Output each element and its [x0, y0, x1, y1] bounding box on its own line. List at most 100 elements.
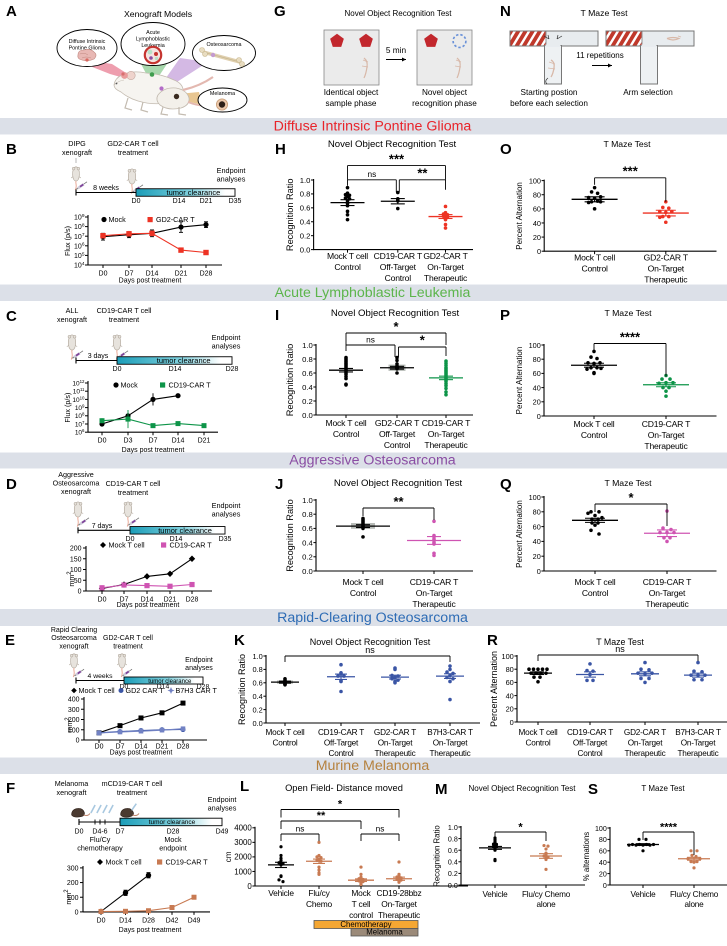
svg-text:CD19-CAR T cell: CD19-CAR T cell [106, 479, 161, 488]
svg-text:0.6: 0.6 [253, 679, 263, 688]
svg-text:D28: D28 [177, 744, 190, 751]
svg-text:Flu/cy Chemo: Flu/cy Chemo [522, 890, 571, 899]
svg-text:4000: 4000 [234, 824, 252, 833]
svg-text:Novel Object Recognition Test: Novel Object Recognition Test [468, 784, 576, 793]
svg-text:0.0: 0.0 [302, 567, 313, 576]
svg-text:*: * [420, 333, 426, 348]
svg-text:M: M [435, 781, 448, 798]
svg-text:treatment: treatment [117, 788, 147, 797]
svg-text:0.0: 0.0 [253, 719, 263, 728]
svg-text:GD2-CAR T cell: GD2-CAR T cell [107, 139, 159, 148]
svg-text:analyses: analyses [185, 665, 213, 672]
svg-text:D0: D0 [113, 366, 122, 373]
svg-text:ALL: ALL [66, 306, 79, 315]
svg-text:80: 80 [533, 191, 541, 200]
svg-text:Percent Alternation: Percent Alternation [515, 182, 524, 250]
svg-text:0.6: 0.6 [300, 204, 311, 213]
svg-text:C: C [6, 308, 17, 325]
svg-text:*: * [628, 490, 634, 505]
svg-text:Recognition Ratio: Recognition Ratio [237, 654, 247, 725]
svg-text:40: 40 [533, 537, 541, 546]
svg-text:Starting postion: Starting postion [521, 88, 578, 97]
svg-text:60: 60 [533, 522, 541, 531]
svg-text:alone: alone [536, 900, 556, 909]
svg-text:150: 150 [70, 556, 82, 563]
svg-text:0.2: 0.2 [302, 397, 313, 406]
svg-text:G: G [274, 3, 286, 20]
svg-text:xenograft: xenograft [61, 487, 91, 496]
svg-text:Off-Target: Off-Target [324, 739, 359, 748]
svg-text:Mock T cell: Mock T cell [574, 419, 615, 429]
svg-text:Therapeutic: Therapeutic [677, 749, 718, 758]
svg-text:0.4: 0.4 [253, 692, 263, 701]
svg-text:*: * [393, 319, 399, 334]
svg-text:100: 100 [68, 727, 80, 734]
svg-text:0.6: 0.6 [302, 524, 313, 533]
svg-text:Control: Control [350, 588, 377, 598]
svg-text:100: 100 [501, 652, 513, 661]
svg-text:Control: Control [384, 440, 411, 450]
svg-text:D0: D0 [126, 536, 135, 543]
svg-text:Control: Control [581, 264, 608, 274]
svg-text:mm2: mm2 [65, 717, 74, 733]
svg-text:8 weeks: 8 weeks [93, 185, 119, 192]
svg-text:11 repetitions: 11 repetitions [576, 51, 623, 60]
svg-text:Therapeutic: Therapeutic [645, 599, 689, 609]
svg-text:T Maze Test: T Maze Test [605, 478, 653, 488]
svg-text:100: 100 [529, 176, 541, 185]
svg-text:1.0: 1.0 [302, 341, 313, 350]
svg-text:Osteosarcoma: Osteosarcoma [53, 479, 100, 488]
svg-text:CD19-CAR T cell: CD19-CAR T cell [97, 306, 152, 315]
svg-text:Therapeutic: Therapeutic [644, 275, 688, 285]
svg-text:40: 40 [599, 859, 607, 867]
svg-text:300: 300 [68, 707, 80, 714]
svg-text:D21: D21 [200, 198, 213, 205]
svg-text:D49: D49 [188, 917, 201, 924]
svg-text:On-Target: On-Target [381, 899, 417, 909]
svg-text:60: 60 [506, 678, 514, 687]
svg-text:200: 200 [70, 546, 82, 553]
svg-text:Percent Alternation: Percent Alternation [515, 347, 524, 415]
svg-text:***: *** [623, 164, 639, 179]
svg-text:GD2-CAR T: GD2-CAR T [374, 728, 416, 737]
svg-text:A: A [6, 3, 17, 20]
svg-text:200: 200 [68, 717, 80, 724]
svg-text:K: K [234, 632, 245, 649]
svg-text:Therapeutic: Therapeutic [424, 440, 468, 450]
svg-text:D7: D7 [116, 829, 125, 836]
svg-text:GD2-CAR T: GD2-CAR T [423, 251, 468, 261]
svg-text:T Maze Test: T Maze Test [641, 784, 685, 793]
svg-text:Rapid Clearing: Rapid Clearing [51, 627, 97, 634]
svg-text:control: control [349, 910, 373, 920]
svg-text:cm: cm [224, 851, 233, 862]
svg-text:1.0: 1.0 [253, 652, 263, 661]
svg-text:1012: 1012 [72, 379, 85, 388]
svg-text:1011: 1011 [73, 387, 85, 396]
svg-text:Murine Melanoma: Murine Melanoma [316, 758, 430, 774]
svg-text:Vehicle: Vehicle [268, 888, 294, 898]
svg-text:106: 106 [75, 428, 85, 437]
svg-text:mCD19-CAR T cell: mCD19-CAR T cell [102, 779, 163, 788]
svg-text:D7: D7 [120, 597, 129, 604]
svg-text:DIPG: DIPG [68, 139, 86, 148]
svg-text:treatment: treatment [113, 644, 143, 651]
svg-text:3 days: 3 days [88, 353, 109, 360]
svg-text:1.0: 1.0 [448, 824, 458, 832]
svg-text:B7H3 CAR T: B7H3 CAR T [176, 686, 218, 695]
svg-text:Days post treatment: Days post treatment [110, 750, 173, 757]
svg-text:60: 60 [599, 848, 607, 856]
svg-text:0.8: 0.8 [302, 510, 313, 519]
svg-text:ns: ns [296, 824, 305, 834]
svg-text:Mock T cell: Mock T cell [326, 418, 367, 428]
svg-text:GD2-CAR T: GD2-CAR T [156, 215, 195, 224]
svg-text:0.2: 0.2 [253, 705, 263, 714]
svg-text:CD19-CAR T: CD19-CAR T [643, 577, 692, 587]
svg-text:D21: D21 [164, 597, 177, 604]
svg-text:D3: D3 [124, 438, 133, 445]
svg-text:Osteosarcoma: Osteosarcoma [206, 42, 241, 48]
svg-text:D35: D35 [229, 198, 242, 205]
svg-text:Pontine Glioma: Pontine Glioma [69, 46, 106, 52]
svg-text:ns: ns [365, 645, 375, 655]
svg-text:D0: D0 [98, 438, 107, 445]
svg-text:109: 109 [75, 404, 85, 413]
